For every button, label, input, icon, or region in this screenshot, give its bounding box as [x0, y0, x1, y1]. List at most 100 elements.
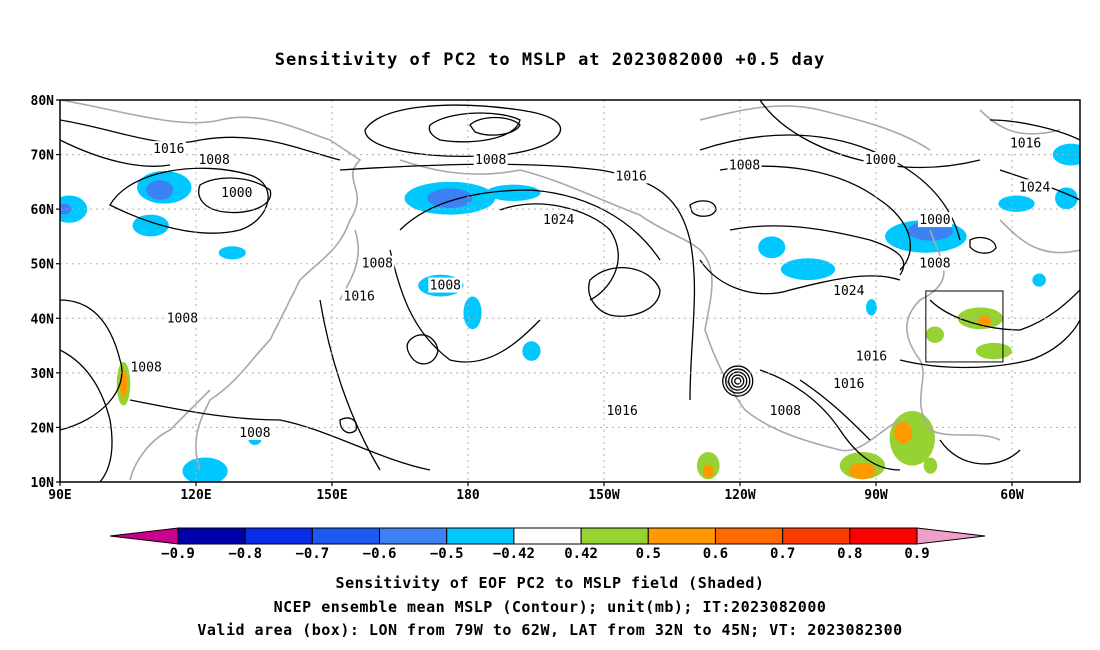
coastline — [699, 105, 931, 151]
sensitivity-shading — [218, 246, 246, 260]
sensitivity-shading — [758, 236, 786, 259]
isobar-contour — [899, 319, 1080, 369]
contour-label-bg — [605, 403, 640, 419]
lon-tick-label: 60W — [1000, 488, 1024, 503]
sensitivity-shading — [894, 421, 913, 444]
isobar-contour — [198, 177, 272, 214]
coastline — [60, 100, 362, 471]
sensitivity-shading — [1055, 187, 1078, 210]
lat-tick-label: 20N — [31, 421, 55, 436]
contour-label: 1008 — [362, 257, 393, 272]
isobar-contour — [129, 399, 431, 471]
lat-tick-label: 60N — [31, 203, 55, 218]
lat-tick-label: 30N — [31, 367, 55, 382]
colorbar-swatch — [647, 527, 716, 545]
lat-tick-label: 50N — [31, 258, 55, 273]
lon-tick-label: 90W — [864, 488, 888, 503]
isobar-contour — [989, 119, 1080, 141]
contour-label: 1008 — [729, 158, 760, 173]
isobar-contour — [389, 249, 541, 363]
cyclone-contour — [728, 371, 748, 391]
colorbar-swatch — [177, 527, 246, 545]
colorbar-swatch — [849, 527, 918, 545]
colorbar-swatch — [379, 527, 448, 545]
contour-label: 1016 — [1010, 137, 1041, 152]
contour-label: 1000 — [221, 186, 252, 201]
isobar-contour — [759, 100, 981, 169]
isobar-contour — [759, 369, 901, 471]
isobar-contour — [499, 203, 619, 301]
sensitivity-shading — [1052, 143, 1080, 166]
colorbar-label: 0.5 — [636, 546, 661, 562]
colorbar-label: −0.7 — [296, 546, 330, 562]
sensitivity-shading — [486, 184, 541, 201]
contour-label-bg — [237, 424, 272, 440]
colorbar-swatch — [782, 527, 851, 545]
contour-label: 1016 — [833, 377, 864, 392]
map-content: 1016 1008 1000 1008 1008 1016 1000 1016 1024 1024… — [60, 100, 1080, 482]
colorbar-label: 0.9 — [904, 546, 929, 562]
sensitivity-shading — [978, 315, 992, 327]
map-title: Sensitivity of PC2 to MSLP at 2023082000… — [274, 50, 826, 70]
isobar-contour — [799, 379, 871, 441]
sensitivity-shading — [866, 299, 877, 316]
colorbar: −0.9 −0.8 −0.7 −0.6 −0.5 −0.42 0.42 0.5 0.6 0.7 0.… — [109, 527, 986, 562]
isobar-contour — [60, 139, 171, 167]
sensitivity-shading — [132, 214, 169, 237]
colorbar-swatch — [311, 527, 381, 545]
colorbar-swatch — [244, 527, 313, 545]
isobar-contour — [719, 165, 911, 271]
contour-label: 1008 — [239, 426, 270, 441]
colorbar-label: −0.6 — [363, 546, 397, 562]
colorbar-label: 0.8 — [837, 546, 862, 562]
colorbar-label: 0.6 — [703, 546, 728, 562]
contour-label-bg — [197, 152, 232, 168]
isobar-contour — [689, 200, 717, 217]
contour-label: 1008 — [167, 311, 198, 326]
coastline — [906, 229, 1001, 441]
sensitivity-shading — [848, 462, 877, 480]
contour-label: 1008 — [770, 404, 801, 419]
contour-label: 1000 — [919, 213, 950, 228]
contour-label: 1016 — [344, 289, 375, 304]
sensitivity-shading — [998, 195, 1035, 212]
contour-label: 1008 — [475, 153, 506, 168]
isobar-contour — [588, 267, 661, 317]
sensitivity-shading — [182, 457, 228, 482]
contour-label-bg — [917, 212, 952, 228]
contour-label-bg — [863, 152, 898, 168]
contour-label-bg — [360, 255, 395, 271]
isobar-contour — [60, 299, 123, 431]
sensitivity-shading — [522, 341, 541, 361]
cyclone-contour — [731, 374, 745, 388]
sensitivity-shading — [1032, 273, 1046, 287]
colorbar-label: −0.5 — [430, 546, 464, 562]
lat-tick-label: 10N — [31, 476, 55, 491]
isobar-contour — [929, 289, 1080, 331]
contour-label: 1024 — [543, 213, 574, 228]
contour-label: 1024 — [1019, 180, 1050, 195]
sensitivity-shading — [925, 326, 945, 343]
caption-contour: NCEP ensemble mean MSLP (Contour); unit(… — [273, 598, 827, 616]
sensitivity-shading — [119, 370, 128, 398]
contour-label: 1008 — [430, 279, 461, 294]
lat-tick-label: 80N — [31, 94, 55, 109]
isobar-contour — [469, 116, 521, 136]
contour-label: 1016 — [856, 349, 887, 364]
contour-label: 1008 — [198, 153, 229, 168]
contour-label: 1016 — [153, 142, 184, 157]
contour-label-bg — [541, 212, 576, 228]
sensitivity-shading — [923, 457, 938, 474]
contour-label-bg — [831, 375, 866, 391]
isobar-contour — [428, 112, 521, 143]
sensitivity-shading — [975, 342, 1012, 360]
lon-tick-label: 120W — [724, 488, 755, 503]
colorbar-label: −0.9 — [161, 546, 195, 562]
coastline — [999, 219, 1080, 254]
isobar-contour — [339, 417, 357, 434]
cyclone-contour — [734, 377, 742, 385]
isobar-contour — [939, 439, 1021, 465]
caption-valid-area: Valid area (box): LON from 79W to 62W, L… — [197, 621, 903, 639]
contour-label-bg — [831, 283, 866, 298]
